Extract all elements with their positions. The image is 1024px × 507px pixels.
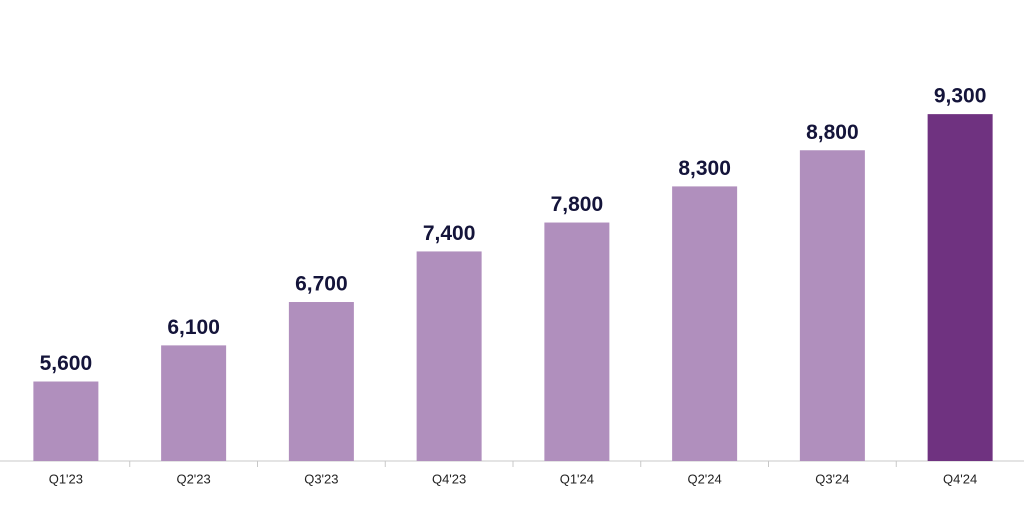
bar xyxy=(927,114,993,461)
x-tick-label: Q4'23 xyxy=(432,471,466,486)
bar xyxy=(161,345,227,461)
bar xyxy=(672,186,738,461)
value-label: 7,800 xyxy=(551,193,604,216)
x-tick-label: Q2'23 xyxy=(176,471,210,486)
x-tick-label: Q3'24 xyxy=(815,471,849,486)
bar xyxy=(416,251,482,461)
value-label: 6,700 xyxy=(295,273,348,296)
x-tick-label: Q1'23 xyxy=(49,471,83,486)
bar xyxy=(799,150,865,461)
value-label: 6,100 xyxy=(167,316,220,339)
x-tick-label: Q3'23 xyxy=(304,471,338,486)
x-tick-label: Q1'24 xyxy=(560,471,594,486)
x-tick-label: Q4'24 xyxy=(943,471,977,486)
bar xyxy=(33,381,99,461)
bar xyxy=(544,222,610,461)
value-label: 5,600 xyxy=(40,352,93,375)
bar xyxy=(288,302,354,461)
value-label: 8,800 xyxy=(806,121,859,144)
value-label: 8,300 xyxy=(678,157,731,180)
value-label: 7,400 xyxy=(423,222,476,245)
x-tick-label: Q2'24 xyxy=(687,471,721,486)
value-label: 9,300 xyxy=(934,85,987,108)
